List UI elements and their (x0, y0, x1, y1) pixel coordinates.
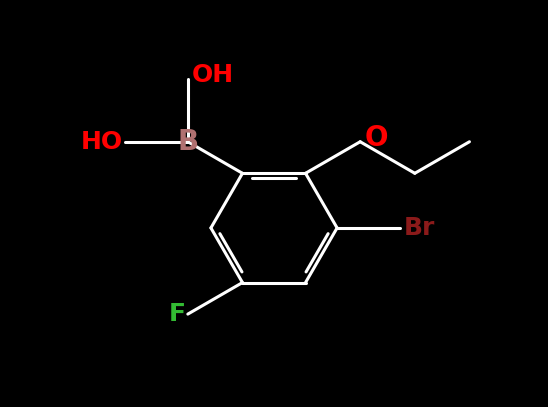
Text: Br: Br (404, 216, 436, 240)
Text: O: O (364, 124, 388, 152)
Text: B: B (177, 128, 198, 156)
Text: HO: HO (81, 130, 123, 154)
Text: OH: OH (192, 63, 234, 87)
Text: F: F (169, 302, 186, 326)
